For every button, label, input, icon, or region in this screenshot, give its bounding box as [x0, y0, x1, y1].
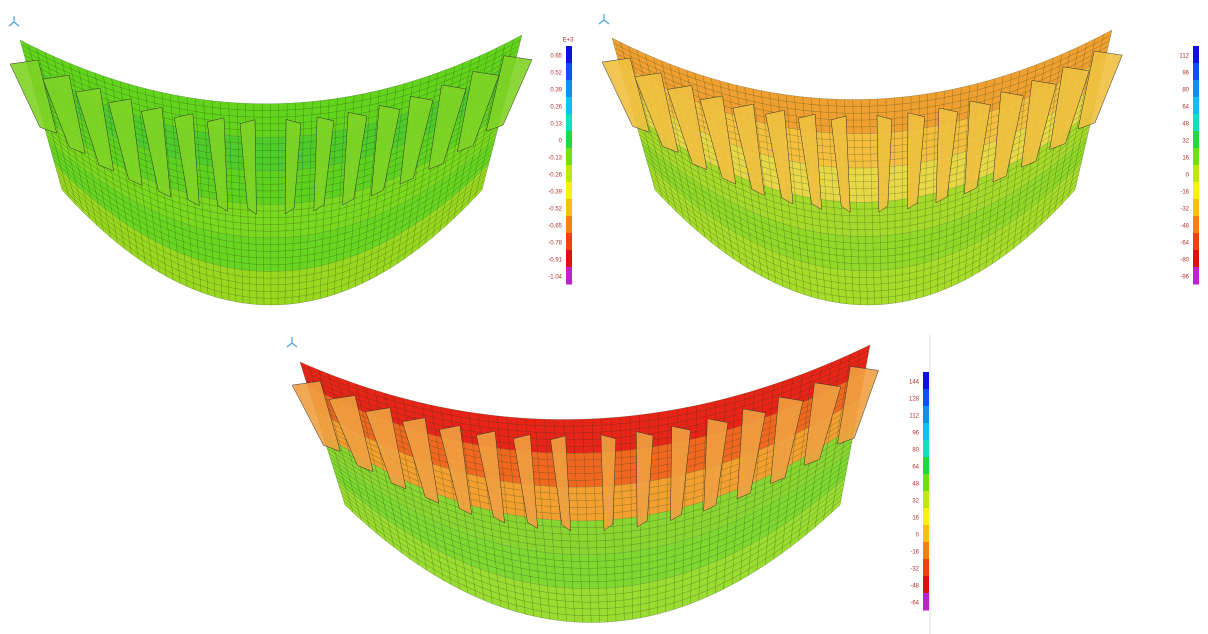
color-bar-segment [923, 440, 929, 458]
legend-label: -32 [1180, 207, 1189, 213]
legend-label: -1.04 [548, 275, 562, 281]
color-bar-segment [1193, 114, 1199, 132]
color-bar-segment [923, 457, 929, 475]
legend-label: -0.78 [548, 241, 562, 247]
legend-label: 32 [1182, 139, 1189, 145]
legend-label: 0.26 [550, 105, 562, 111]
color-bar-segment [1193, 216, 1199, 234]
legend-label: 96 [912, 431, 919, 437]
color-bar-segment [566, 97, 572, 115]
color-bar-segment [1193, 148, 1199, 166]
color-bar-segment [566, 114, 572, 132]
legend-label: 96 [1182, 71, 1189, 77]
color-bar-segment [566, 199, 572, 217]
legend-label: -0.13 [548, 156, 562, 162]
color-bar-segment [1193, 63, 1199, 81]
color-bar-segment [566, 165, 572, 183]
legend-label: -0.91 [548, 258, 562, 264]
legend-label: 80 [1182, 88, 1189, 94]
color-bar-segment [566, 131, 572, 149]
legend-label: 16 [1182, 156, 1189, 162]
color-bar-segment [923, 389, 929, 407]
color-bar-segment [1193, 165, 1199, 183]
legend-label: -16 [1180, 190, 1189, 196]
color-bar-segment [923, 423, 929, 441]
legend-label: -48 [1180, 224, 1189, 230]
legend-label: -0.65 [548, 224, 562, 230]
color-bar-segment [566, 250, 572, 268]
legend-label: 48 [1182, 122, 1189, 128]
legend-label: -80 [1180, 258, 1189, 264]
legend-label: -16 [910, 550, 919, 556]
color-bar-segment [566, 216, 572, 234]
color-bar-segment [566, 148, 572, 166]
legend-label: 144 [909, 380, 920, 386]
color-bar-segment [923, 559, 929, 577]
legend-label: -0.39 [548, 190, 562, 196]
legend-label: 0.13 [550, 122, 562, 128]
color-bar-segment [1193, 250, 1199, 268]
legend-label: 112 [1179, 54, 1189, 60]
legend-label: 64 [1182, 105, 1189, 111]
legend-label: 64 [912, 465, 919, 471]
color-bar-segment [566, 233, 572, 251]
legend-label: 0.65 [550, 54, 562, 60]
color-bar-segment [923, 474, 929, 492]
color-bar-segment [1193, 233, 1199, 251]
color-bar-segment [1193, 199, 1199, 217]
legend-label: -0.52 [548, 207, 562, 213]
color-bar-segment [923, 593, 929, 611]
color-bar-segment [923, 542, 929, 560]
color-bar-segment [923, 406, 929, 424]
legend-label: -64 [910, 601, 919, 607]
color-bar-segment [1193, 131, 1199, 149]
legend-label: 32 [912, 499, 919, 505]
color-bar-segment [923, 576, 929, 594]
color-bar-segment [566, 182, 572, 200]
color-bar-segment [1193, 97, 1199, 115]
color-bar-segment [566, 267, 572, 285]
color-bar-segment [923, 372, 929, 390]
legend-label: -96 [1180, 275, 1189, 281]
legend-label: 112 [909, 414, 919, 420]
legend-label: -32 [910, 567, 919, 573]
legend-label: -48 [910, 584, 919, 590]
color-bar-segment [566, 63, 572, 81]
legend-label: 16 [912, 516, 919, 522]
legend-label: -0.26 [548, 173, 562, 179]
color-bar-segment [1193, 80, 1199, 98]
color-bar-segment [1193, 267, 1199, 285]
legend-label: 0.39 [550, 88, 562, 94]
legend-label: 48 [912, 482, 919, 488]
legend-label: -64 [1180, 241, 1189, 247]
screen: E+30.650.520.390.260.130-0.13-0.26-0.39-… [0, 0, 1208, 634]
legend-label: 80 [912, 448, 919, 454]
color-bar-segment [1193, 182, 1199, 200]
legend-unit: E+3 [563, 38, 575, 44]
color-bar-segment [566, 46, 572, 64]
color-bar-segment [923, 491, 929, 509]
color-bar-segment [923, 525, 929, 543]
legend-label: 0.52 [550, 71, 562, 77]
color-bar-segment [566, 80, 572, 98]
legend-label: 128 [909, 397, 920, 403]
color-bar-segment [923, 508, 929, 526]
color-bar-segment [1193, 46, 1199, 64]
